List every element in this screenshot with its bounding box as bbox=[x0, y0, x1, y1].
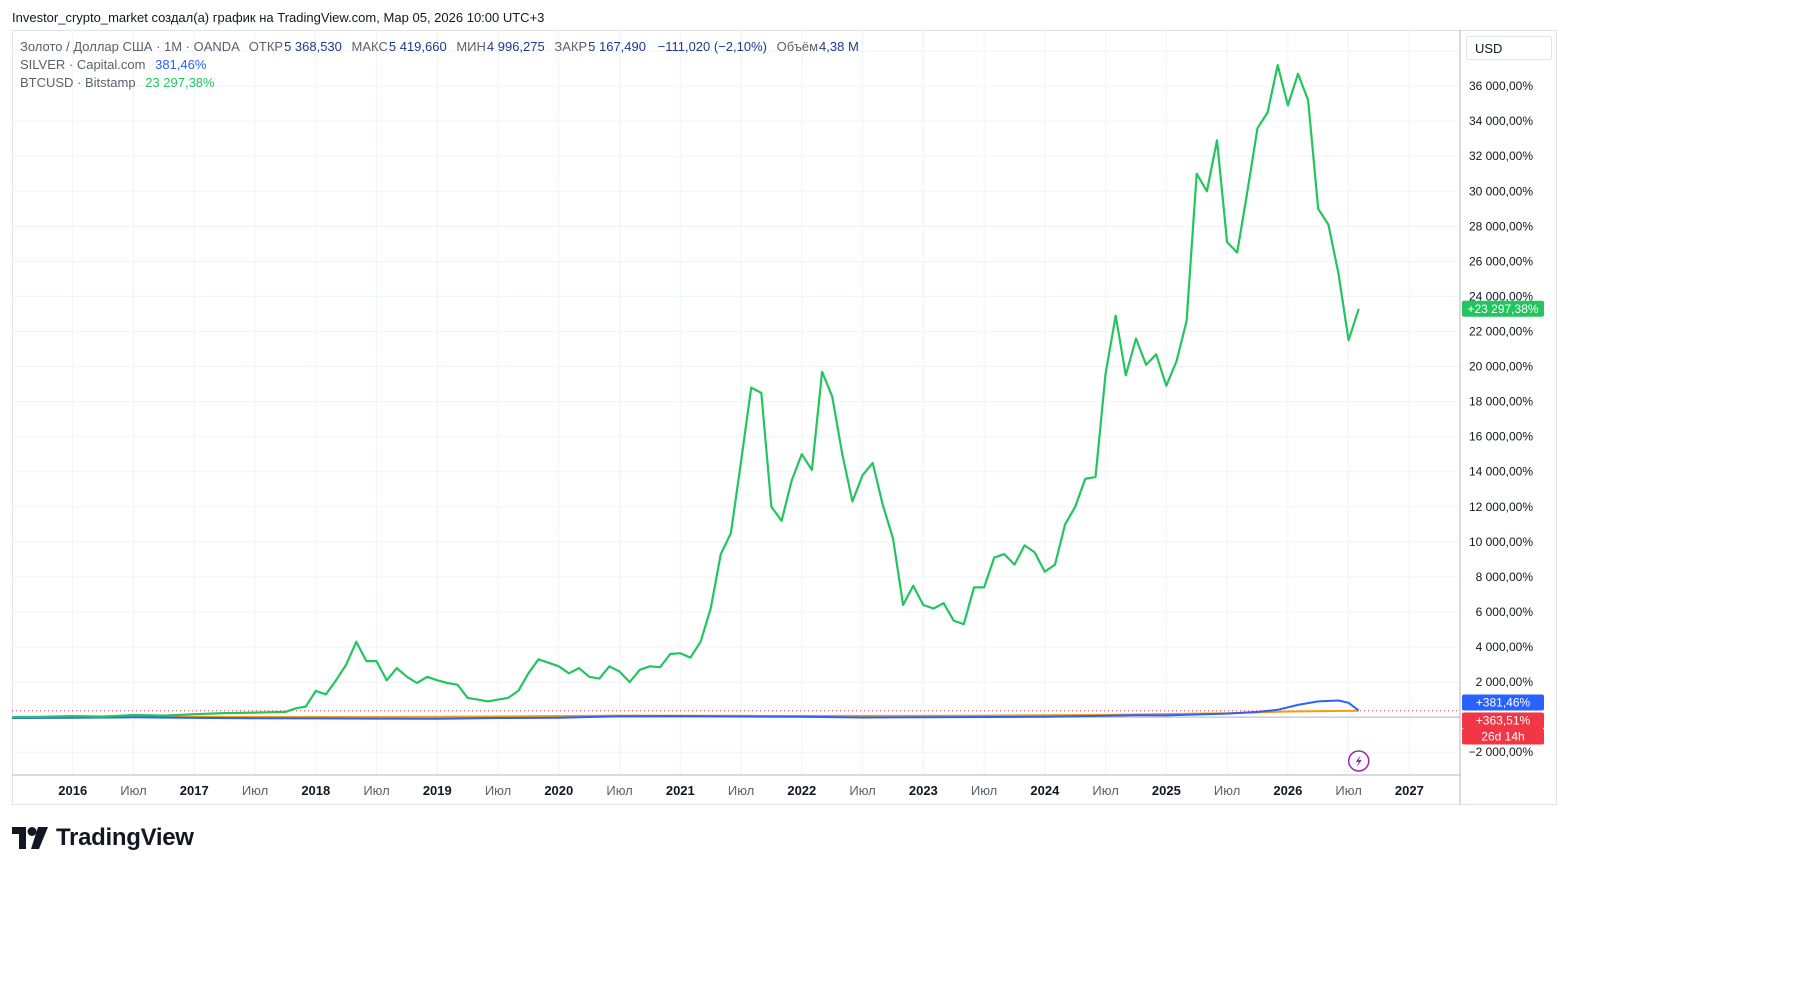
y-tick-label: −2 000,00% bbox=[1469, 745, 1534, 759]
legend-low-label: МИН bbox=[456, 39, 486, 54]
x-tick-label: 2026 bbox=[1273, 783, 1302, 798]
gold-price-label: +363,51% bbox=[1476, 713, 1531, 727]
y-tick-label: 34 000,00% bbox=[1469, 114, 1533, 128]
silver-price-label-bg bbox=[1462, 694, 1544, 711]
y-tick-label: 10 000,00% bbox=[1469, 535, 1533, 549]
countdown-label-bg bbox=[1462, 728, 1544, 745]
x-tick-label: 2019 bbox=[423, 783, 452, 798]
legend-row-gold[interactable]: Золото / Доллар США · 1М · OANDA ОТКР5 3… bbox=[20, 38, 859, 56]
y-tick-label: 14 000,00% bbox=[1469, 465, 1533, 479]
x-tick-label: 2021 bbox=[666, 783, 695, 798]
y-tick-label: 6 000,00% bbox=[1476, 605, 1534, 619]
legend-btc-name: BTCUSD · Bitstamp bbox=[20, 75, 136, 90]
legend-btc-value: 23 297,38% bbox=[145, 75, 215, 90]
btc-price-label-bg bbox=[1462, 300, 1544, 317]
y-tick-label: 8 000,00% bbox=[1476, 570, 1534, 584]
countdown-label: 26d 14h bbox=[1481, 729, 1524, 743]
gold-price-label-bg bbox=[1462, 712, 1544, 729]
chart-caption: Investor_crypto_market создал(а) график … bbox=[12, 10, 545, 25]
legend-silver-name: SILVER · Capital.com bbox=[20, 57, 146, 72]
tradingview-logo[interactable]: TradingView bbox=[12, 823, 194, 853]
y-tick-label: 22 000,00% bbox=[1469, 325, 1533, 339]
y-tick-label: 16 000,00% bbox=[1469, 430, 1533, 444]
x-tick-label: 2027 bbox=[1395, 783, 1424, 798]
x-tick-label: Июл bbox=[485, 783, 511, 798]
legend-volume-value: 4,38 M bbox=[819, 39, 859, 54]
series-line-btc bbox=[11, 63, 1360, 719]
chart-legend: Золото / Доллар США · 1М · OANDA ОТКР5 3… bbox=[20, 38, 859, 92]
legend-low-value: 4 996,275 bbox=[486, 39, 545, 54]
legend-open-value: 5 368,530 bbox=[284, 39, 342, 54]
x-tick-label: 2025 bbox=[1152, 783, 1181, 798]
chart-frame bbox=[12, 30, 1557, 805]
silver-price-label: +381,46% bbox=[1476, 695, 1531, 709]
tradingview-logo-icon bbox=[12, 827, 48, 849]
currency-button[interactable]: USD bbox=[1466, 36, 1552, 60]
y-tick-label: 26 000,00% bbox=[1469, 254, 1533, 268]
x-tick-label: Июл bbox=[242, 783, 268, 798]
legend-close-value: 5 167,490 bbox=[588, 39, 646, 54]
x-tick-label: Июл bbox=[363, 783, 389, 798]
x-tick-label: Июл bbox=[1335, 783, 1361, 798]
x-tick-label: Июл bbox=[1092, 783, 1118, 798]
legend-silver-value: 381,46% bbox=[155, 57, 207, 72]
y-tick-label: 12 000,00% bbox=[1469, 500, 1533, 514]
x-tick-label: 2016 bbox=[58, 783, 87, 798]
x-tick-label: 2020 bbox=[544, 783, 573, 798]
x-tick-label: Июл bbox=[971, 783, 997, 798]
y-tick-label: 30 000,00% bbox=[1469, 184, 1533, 198]
legend-row-silver[interactable]: SILVER · Capital.com 381,46% bbox=[20, 56, 859, 74]
y-tick-label: 36 000,00% bbox=[1469, 79, 1533, 93]
x-tick-label: 2018 bbox=[301, 783, 330, 798]
legend-high-value: 5 419,660 bbox=[388, 39, 447, 54]
legend-volume-label: Объём bbox=[776, 39, 819, 54]
legend-high-label: МАКС bbox=[351, 39, 388, 54]
x-tick-label: 2023 bbox=[909, 783, 938, 798]
legend-change-value: −111,020 (−2,10%) bbox=[657, 39, 767, 54]
y-tick-label: 4 000,00% bbox=[1476, 640, 1534, 654]
y-tick-label: 18 000,00% bbox=[1469, 395, 1533, 409]
x-tick-label: Июл bbox=[849, 783, 875, 798]
logo-text: TradingView bbox=[56, 824, 194, 851]
y-tick-label: 20 000,00% bbox=[1469, 360, 1533, 374]
y-tick-label: 28 000,00% bbox=[1469, 219, 1533, 233]
x-tick-label: Июл bbox=[728, 783, 754, 798]
y-tick-label: 24 000,00% bbox=[1469, 289, 1533, 303]
x-tick-label: 2022 bbox=[787, 783, 816, 798]
x-tick-label: Июл bbox=[120, 783, 146, 798]
btc-price-label: +23 297,38% bbox=[1467, 302, 1538, 316]
y-tick-label: 2 000,00% bbox=[1476, 675, 1534, 689]
x-tick-label: 2024 bbox=[1030, 783, 1060, 798]
x-tick-label: 2017 bbox=[180, 783, 209, 798]
y-tick-label: 32 000,00% bbox=[1469, 149, 1533, 163]
series-line-silver bbox=[11, 699, 1360, 720]
x-tick-label: Июл bbox=[1214, 783, 1240, 798]
legend-open-label: ОТКР bbox=[248, 39, 284, 54]
x-tick-label: Июл bbox=[606, 783, 632, 798]
legend-gold-name: Золото / Доллар США · 1М · OANDA bbox=[20, 39, 240, 54]
legend-row-btc[interactable]: BTCUSD · Bitstamp 23 297,38% bbox=[20, 74, 859, 92]
legend-close-label: ЗАКР bbox=[554, 39, 588, 54]
lightning-icon bbox=[1355, 755, 1362, 767]
